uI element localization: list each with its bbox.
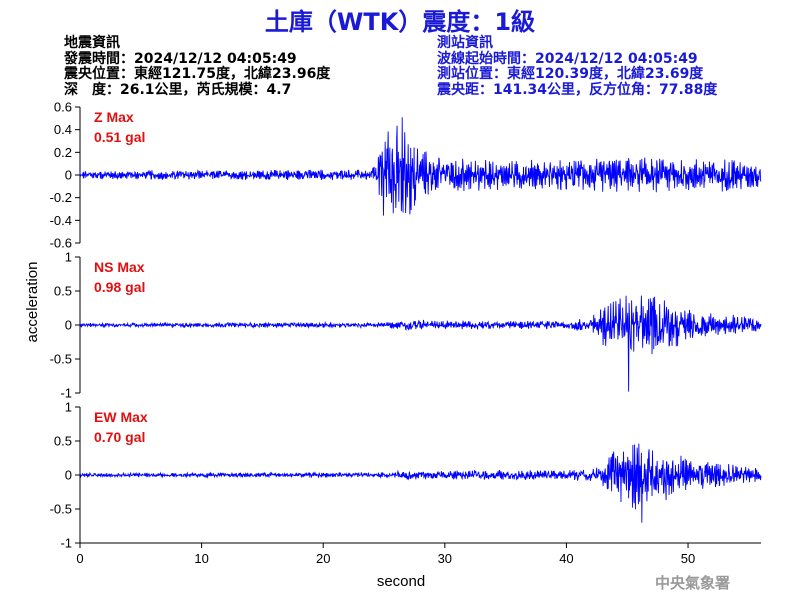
waveform-ns xyxy=(79,295,762,392)
epicenter-location: 震央位置：東經121.75度，北緯23.96度 xyxy=(64,66,331,82)
station-info-block: 測站資訊 波線起始時間：2024/12/12 04:05:49 測站位置：東經1… xyxy=(437,35,718,98)
x-tick-label: 30 xyxy=(438,551,452,566)
x-axis-label: second xyxy=(377,573,425,590)
y-tick-label: 0.2 xyxy=(54,145,72,160)
max-value-z: 0.51 gal xyxy=(94,129,145,145)
x-tick-label: 20 xyxy=(316,551,330,566)
x-tick-label: 10 xyxy=(194,551,208,566)
y-tick-label: 0.5 xyxy=(54,284,72,299)
page-title: 土庫（WTK）震度：1級 xyxy=(264,8,536,36)
max-label-z: Z Max xyxy=(94,109,134,125)
station-info-heading: 測站資訊 xyxy=(437,35,493,51)
max-label-ns: NS Max xyxy=(94,259,145,275)
y-tick-label: -0.4 xyxy=(50,213,72,228)
x-tick-label: 50 xyxy=(681,551,695,566)
waveform-z xyxy=(79,117,762,216)
y-tick-label: 0.5 xyxy=(54,434,72,449)
x-tick-label: 0 xyxy=(76,551,83,566)
y-tick-label: -0.6 xyxy=(50,236,72,251)
y-tick-label: 0.4 xyxy=(54,122,72,137)
max-label-ew: EW Max xyxy=(94,409,148,425)
y-tick-label: 1 xyxy=(65,250,72,265)
y-tick-label: -1 xyxy=(60,386,72,401)
quake-info-heading: 地震資訊 xyxy=(64,35,120,51)
x-tick-label: 40 xyxy=(559,551,573,566)
wave-start-time: 波線起始時間：2024/12/12 04:05:49 xyxy=(437,50,698,67)
max-value-ew: 0.70 gal xyxy=(94,429,145,445)
y-tick-label: 0 xyxy=(65,318,72,333)
y-tick-label: 0.6 xyxy=(54,100,72,115)
y-tick-label: -0.5 xyxy=(50,502,72,517)
waveform-ew xyxy=(79,443,762,523)
max-value-ns: 0.98 gal xyxy=(94,279,145,295)
y-tick-label: 0 xyxy=(65,168,72,183)
y-tick-label: -0.2 xyxy=(50,190,72,205)
origin-time: 發震時間：2024/12/12 04:05:49 xyxy=(64,50,297,67)
y-tick-label: -1 xyxy=(60,536,72,551)
quake-info-block: 地震資訊 發震時間：2024/12/12 04:05:49 震央位置：東經121… xyxy=(64,35,331,98)
y-tick-label: -0.5 xyxy=(50,352,72,367)
y-tick-label: 1 xyxy=(65,400,72,415)
epicentral-distance: 震央距：141.34公里，反方位角：77.88度 xyxy=(437,81,718,98)
depth-magnitude: 深 度：26.1公里，芮氏規模：4.7 xyxy=(64,81,292,98)
station-location: 測站位置：東經120.39度，北緯23.69度 xyxy=(437,66,704,82)
y-axis-label: acceleration xyxy=(24,262,41,343)
organization-watermark: 中央氣象署 xyxy=(655,574,731,592)
y-tick-label: 0 xyxy=(65,468,72,483)
